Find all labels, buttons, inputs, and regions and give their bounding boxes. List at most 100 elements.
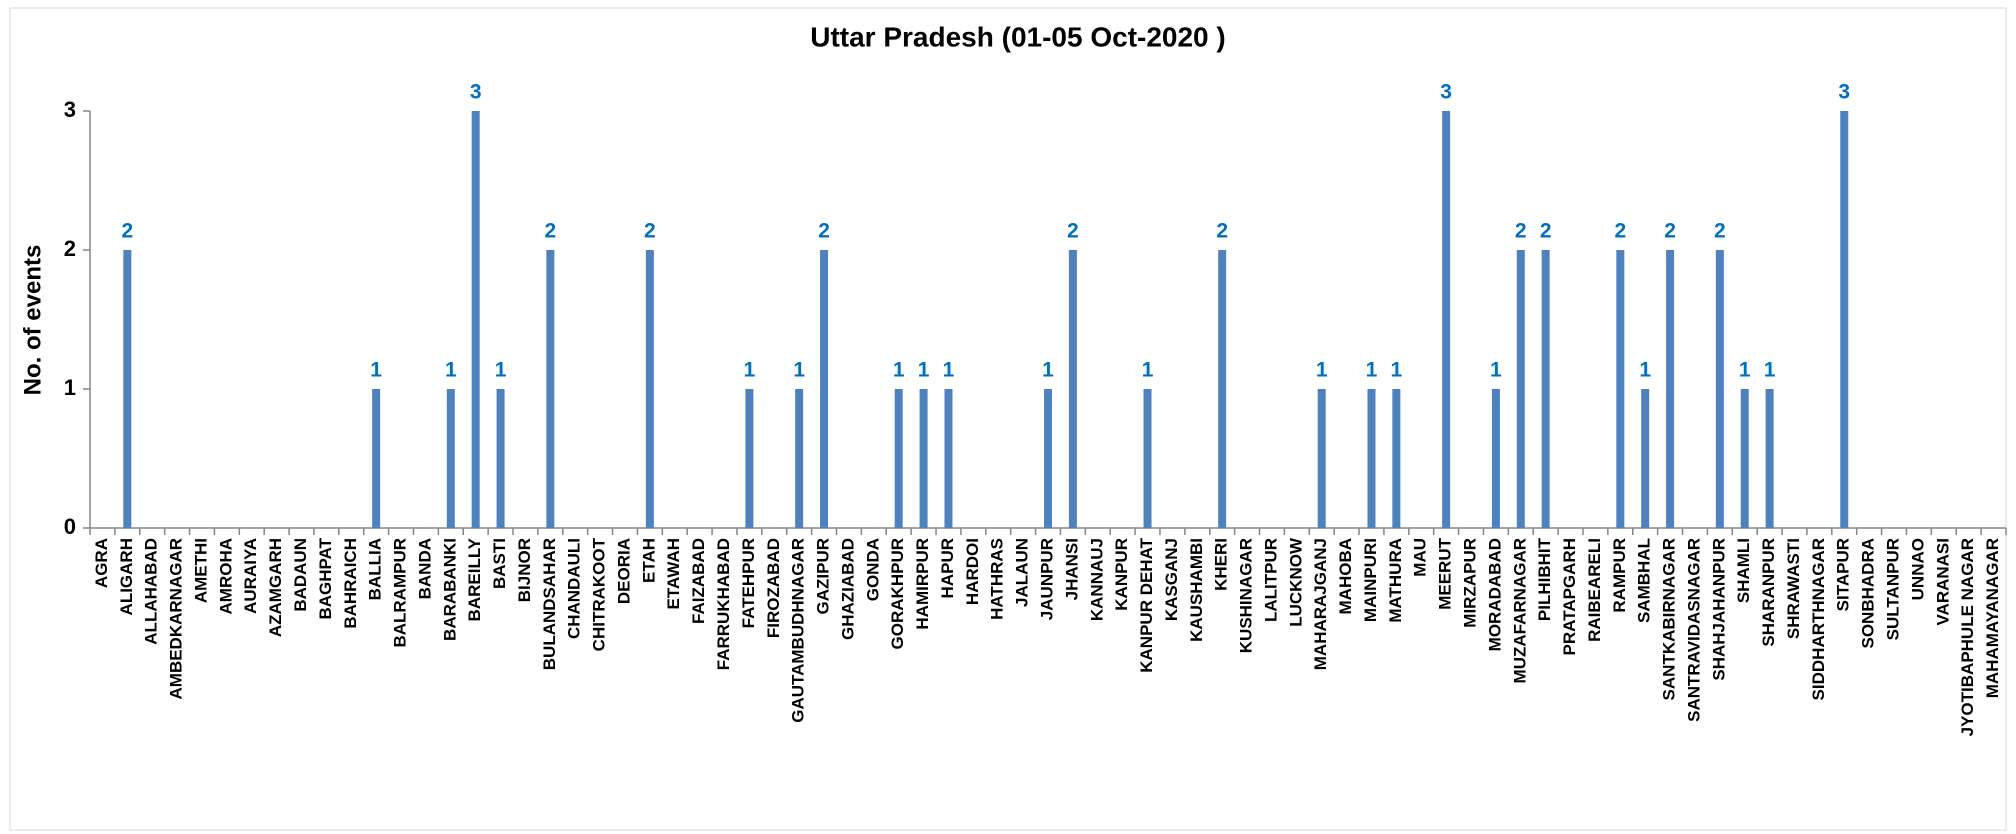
data-label: 3 <box>1440 81 1452 104</box>
x-tick-label: MAHAMAYANAGAR <box>1983 538 2002 698</box>
data-label: 1 <box>1316 359 1328 382</box>
data-label: 3 <box>470 81 482 104</box>
data-label: 2 <box>544 220 556 243</box>
x-tick-label: BARABANKI <box>440 538 459 641</box>
x-tick-label: HARDOI <box>963 538 982 605</box>
y-axis-label: No. of events <box>19 245 46 396</box>
x-tick-label: HAMIRPUR <box>913 538 932 630</box>
data-label: 2 <box>1714 220 1726 243</box>
bar <box>1367 389 1376 528</box>
bar <box>1641 389 1650 528</box>
data-label: 1 <box>1639 359 1651 382</box>
x-tick-label: VARANASI <box>1933 538 1952 626</box>
chart-title: Uttar Pradesh (01-05 Oct-2020 ) <box>810 21 1226 52</box>
x-tick-label: MEERUT <box>1436 537 1455 609</box>
bar <box>1392 389 1401 528</box>
data-label: 2 <box>1067 220 1079 243</box>
x-tick-label: CHANDAULI <box>565 538 584 639</box>
x-tick-label: SHAMLI <box>1734 538 1753 603</box>
bar <box>1616 250 1625 528</box>
x-tick-label: BADAUN <box>291 538 310 612</box>
bar <box>1740 389 1749 528</box>
data-label: 1 <box>744 359 756 382</box>
y-tick-label: 0 <box>64 514 76 539</box>
bar <box>919 389 928 528</box>
bar <box>894 389 903 528</box>
bar <box>546 250 555 528</box>
x-tick-label: JHANSI <box>1062 538 1081 600</box>
x-tick-label: JYOTIBAPHULE NAGAR <box>1958 538 1977 736</box>
x-tick-label: AGRA <box>92 538 111 588</box>
data-label: 1 <box>1391 359 1403 382</box>
x-tick-label: ETAWAH <box>664 538 683 609</box>
x-tick-label: MATHURA <box>1386 538 1405 623</box>
x-tick-label: KUSHINAGAR <box>1237 538 1256 653</box>
x-tick-label: GHAZIABAD <box>838 538 857 640</box>
x-tick-label: CHITRAKOOT <box>590 537 609 651</box>
x-tick-label: AMROHA <box>216 538 235 615</box>
data-label: 2 <box>1540 220 1552 243</box>
x-tick-label: UNNAO <box>1908 538 1927 600</box>
x-tick-label: FATEHPUR <box>739 538 758 628</box>
x-tick-label: KHERI <box>1212 538 1231 591</box>
data-label: 3 <box>1838 81 1850 104</box>
x-tick-label: GORAKHPUR <box>888 538 907 649</box>
x-tick-label: MAINPURI <box>1361 538 1380 622</box>
chart-border <box>9 7 2007 831</box>
x-tick-label: AZAMGARH <box>266 538 285 637</box>
x-tick-label: ALLAHABAD <box>142 538 161 645</box>
x-tick-label: LUCKNOW <box>1286 537 1305 627</box>
x-tick-label: BALRAMPUR <box>391 538 410 648</box>
x-tick-label: AMBEDKARNAGAR <box>167 538 186 700</box>
y-tick-label: 2 <box>64 236 76 261</box>
x-tick-label: MAU <box>1411 538 1430 577</box>
x-tick-label: KANPUR DEHAT <box>1137 537 1156 672</box>
bar <box>1068 250 1077 528</box>
y-tick-label: 3 <box>64 97 76 122</box>
bar <box>795 389 804 528</box>
data-label: 1 <box>943 359 955 382</box>
x-tick-label: SANTRAVIDASNAGAR <box>1684 538 1703 722</box>
data-label: 1 <box>893 359 905 382</box>
x-tick-label: GAUTAMBUDHNAGAR <box>789 538 808 723</box>
x-tick-label: KAUSHAMBI <box>1187 538 1206 642</box>
data-label: 1 <box>1142 359 1154 382</box>
x-tick-label: FIROZABAD <box>764 538 783 638</box>
bar <box>1143 389 1152 528</box>
x-tick-label: BAREILLY <box>465 537 484 621</box>
x-tick-label: BAHRAICH <box>341 538 360 629</box>
x-tick-label: PRATAPGARH <box>1560 538 1579 655</box>
x-tick-label: DEORIA <box>614 538 633 604</box>
x-tick-label: SITAPUR <box>1834 538 1853 611</box>
data-label: 2 <box>644 220 656 243</box>
bar <box>1765 389 1774 528</box>
x-tick-label: RAIBEARELI <box>1585 538 1604 642</box>
data-label: 2 <box>1614 220 1626 243</box>
x-tick-label: ETAH <box>639 538 658 583</box>
y-tick-label: 1 <box>64 375 76 400</box>
bar <box>471 111 480 528</box>
bar <box>1044 389 1052 528</box>
x-tick-label: BASTI <box>490 538 509 589</box>
bar <box>446 389 455 528</box>
data-label: 2 <box>1216 220 1228 243</box>
x-tick-label: JALAUN <box>1013 538 1032 607</box>
x-tick-label: JAUNPUR <box>1037 538 1056 620</box>
x-tick-label: MORADABAD <box>1485 538 1504 651</box>
x-tick-label: SANTKABIRNAGAR <box>1660 538 1679 700</box>
data-label: 1 <box>445 359 457 382</box>
data-label: 1 <box>1764 359 1776 382</box>
bar <box>496 389 505 528</box>
data-label: 1 <box>1490 359 1502 382</box>
x-tick-label: SIDDHARTHNAGAR <box>1809 538 1828 700</box>
x-tick-label: FAIZABAD <box>689 538 708 624</box>
bar <box>745 389 754 528</box>
bar <box>1715 250 1724 528</box>
x-tick-label: PILHIBHIT <box>1535 537 1554 621</box>
data-label: 1 <box>1739 359 1751 382</box>
bar <box>1491 389 1500 528</box>
x-tick-label: GONDA <box>863 538 882 601</box>
x-tick-label: HAPUR <box>938 538 957 598</box>
bar <box>1218 250 1227 528</box>
